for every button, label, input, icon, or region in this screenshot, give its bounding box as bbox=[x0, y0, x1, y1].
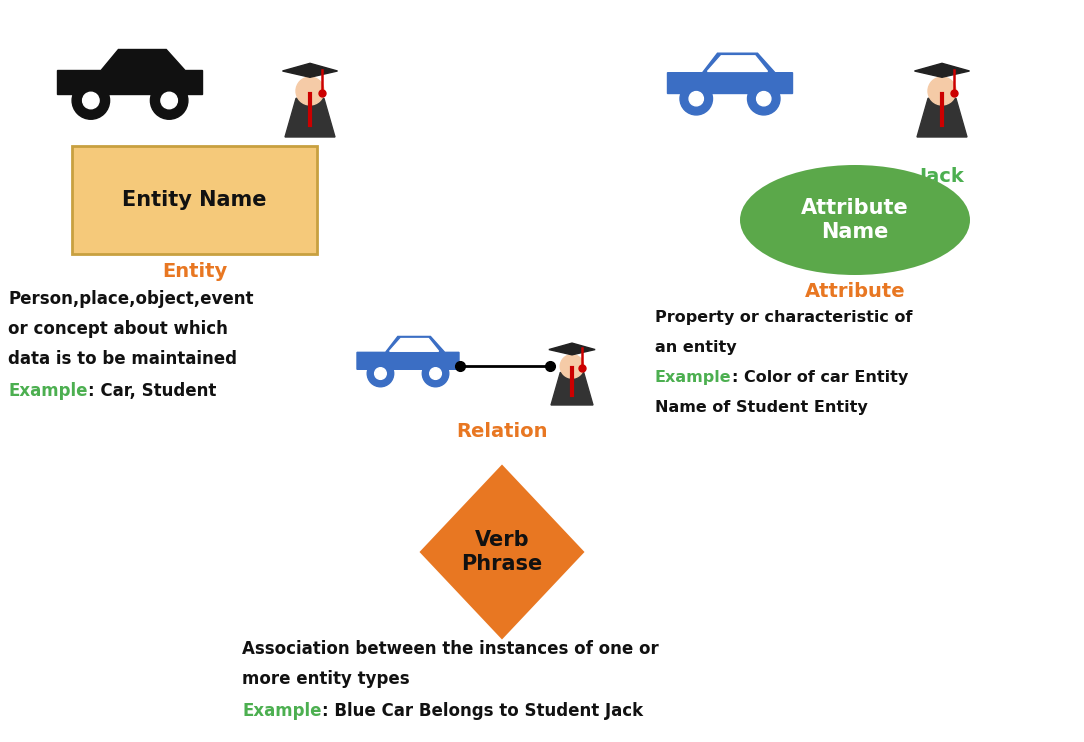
Circle shape bbox=[429, 368, 441, 379]
Text: : Color of car Entity: : Color of car Entity bbox=[732, 370, 908, 385]
Text: Property or characteristic of: Property or characteristic of bbox=[655, 310, 913, 325]
Text: Entity Name: Entity Name bbox=[122, 190, 267, 210]
Circle shape bbox=[680, 82, 712, 115]
Circle shape bbox=[160, 92, 178, 109]
Circle shape bbox=[296, 77, 324, 105]
Text: : Car, Student: : Car, Student bbox=[88, 382, 217, 400]
Circle shape bbox=[82, 92, 99, 109]
Polygon shape bbox=[357, 336, 459, 370]
Text: Jack: Jack bbox=[919, 167, 965, 186]
Polygon shape bbox=[708, 56, 767, 71]
Text: Name of Student Entity: Name of Student Entity bbox=[655, 400, 868, 415]
Circle shape bbox=[151, 82, 188, 119]
Polygon shape bbox=[57, 50, 203, 94]
Polygon shape bbox=[285, 93, 335, 137]
Circle shape bbox=[423, 361, 449, 387]
Text: more entity types: more entity types bbox=[242, 670, 410, 688]
Text: Entity: Entity bbox=[162, 262, 228, 281]
Text: or concept about which: or concept about which bbox=[8, 320, 228, 338]
Polygon shape bbox=[283, 63, 337, 77]
Text: data is to be maintained: data is to be maintained bbox=[8, 350, 237, 368]
Circle shape bbox=[757, 91, 771, 106]
Text: Person,place,object,event: Person,place,object,event bbox=[8, 290, 254, 308]
Circle shape bbox=[560, 355, 584, 378]
Circle shape bbox=[367, 361, 393, 387]
Polygon shape bbox=[551, 369, 593, 405]
FancyBboxPatch shape bbox=[72, 146, 317, 254]
Text: Example: Example bbox=[8, 382, 88, 400]
Text: Example: Example bbox=[655, 370, 732, 385]
Circle shape bbox=[748, 82, 780, 115]
Text: Example: Example bbox=[242, 702, 322, 720]
Text: Relation: Relation bbox=[456, 422, 547, 441]
Text: : Blue Car Belongs to Student Jack: : Blue Car Belongs to Student Jack bbox=[322, 702, 643, 720]
Polygon shape bbox=[420, 464, 584, 640]
Text: Association between the instances of one or: Association between the instances of one… bbox=[242, 640, 659, 658]
Text: an entity: an entity bbox=[655, 340, 737, 355]
Circle shape bbox=[689, 91, 704, 106]
Text: Attribute
Name: Attribute Name bbox=[801, 198, 908, 242]
Polygon shape bbox=[549, 343, 595, 355]
Circle shape bbox=[928, 77, 956, 105]
Text: Attribute: Attribute bbox=[804, 282, 905, 301]
Circle shape bbox=[73, 82, 109, 119]
Polygon shape bbox=[917, 93, 967, 137]
Polygon shape bbox=[389, 338, 439, 351]
Polygon shape bbox=[915, 63, 969, 77]
Circle shape bbox=[375, 368, 386, 379]
Polygon shape bbox=[668, 53, 792, 93]
Ellipse shape bbox=[740, 165, 970, 275]
Text: Verb
Phrase: Verb Phrase bbox=[462, 531, 543, 574]
